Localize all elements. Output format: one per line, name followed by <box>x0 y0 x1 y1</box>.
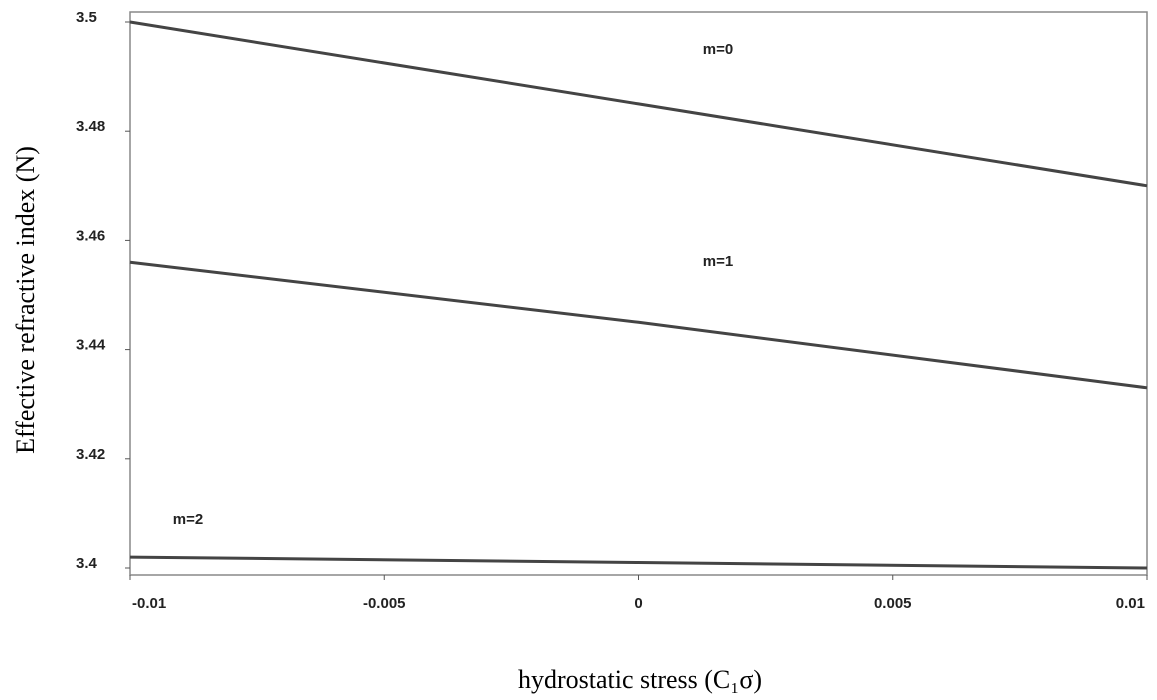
series-label: m=1 <box>703 253 733 270</box>
x-tick-label: -0.01 <box>132 595 166 612</box>
y-tick-label: 3.42 <box>76 446 105 463</box>
x-tick-label: 0 <box>634 595 642 612</box>
plot-frame <box>129 11 1148 576</box>
y-tick-label: 3.48 <box>76 118 105 135</box>
series-line <box>129 20 1148 188</box>
series-line <box>129 555 1148 570</box>
y-tick-label: 3.5 <box>76 9 97 26</box>
series-label: m=2 <box>173 511 203 528</box>
series-line <box>129 260 1148 390</box>
series-label: m=0 <box>703 41 733 58</box>
x-tick-label: 0.005 <box>874 595 912 612</box>
x-axis-label: hydrostatic stress (C₁σ) <box>518 665 762 694</box>
y-tick-label: 3.44 <box>76 337 106 354</box>
x-tick-label: -0.005 <box>363 595 406 612</box>
y-tick-label: 3.4 <box>76 555 98 572</box>
x-tick-label: 0.01 <box>1116 595 1145 612</box>
y-tick-label: 3.46 <box>76 227 105 244</box>
y-axis-label: Effective refractive index (N) <box>11 146 40 454</box>
